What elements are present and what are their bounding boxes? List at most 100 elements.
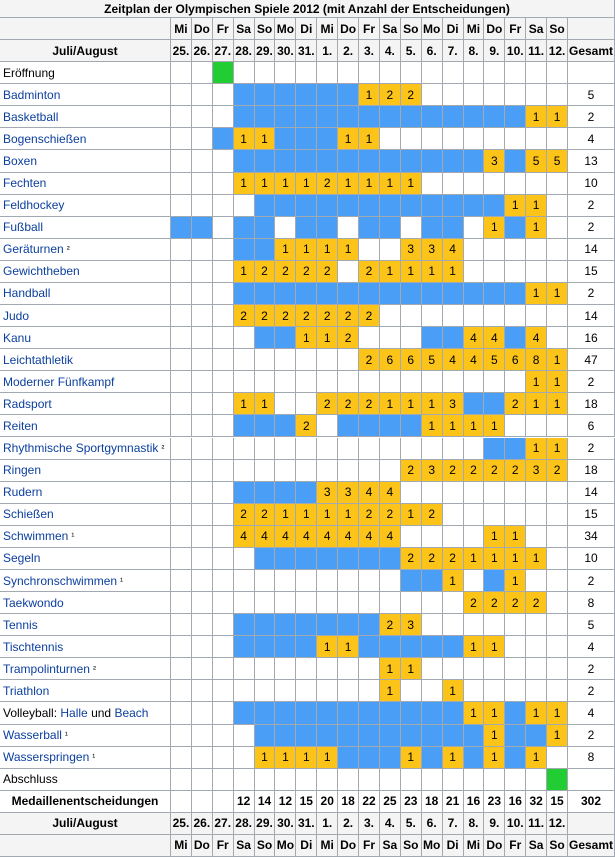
empty-cell xyxy=(171,525,192,548)
sport-link[interactable]: Trampolinturnen xyxy=(3,661,90,676)
competition-cell xyxy=(463,282,485,306)
sport-link[interactable]: Geräturnen xyxy=(3,242,64,257)
sport-link[interactable]: Synchronschwimmen xyxy=(3,573,118,588)
sport-link[interactable]: Tennis xyxy=(3,617,38,632)
final-cell: 1 xyxy=(484,525,506,548)
sport-label: Feldhockey xyxy=(0,194,171,217)
empty-cell xyxy=(171,62,192,85)
competition-cell xyxy=(254,106,276,129)
weekday: Do xyxy=(338,18,360,41)
final-cell: 2 xyxy=(421,503,443,526)
medal-count: 20 xyxy=(317,790,339,813)
competition-cell xyxy=(296,216,318,239)
medal-count: 18 xyxy=(421,790,443,813)
empty-cell xyxy=(191,349,213,372)
sport-link[interactable]: Wasserspringen xyxy=(3,750,90,765)
empty-cell xyxy=(254,459,276,482)
sport-link[interactable]: Fechten xyxy=(3,176,47,191)
empty-cell xyxy=(442,437,464,460)
empty-cell xyxy=(359,768,380,791)
sport-link[interactable]: Basketball xyxy=(3,109,59,124)
empty-cell xyxy=(526,680,548,703)
sport-link[interactable]: Schwimmen xyxy=(3,529,69,544)
competition-cell xyxy=(317,282,339,306)
final-cell: 1 xyxy=(338,172,360,195)
final-cell: 2 xyxy=(338,305,360,328)
empty-cell xyxy=(191,547,213,570)
sport-link[interactable]: Wasserball xyxy=(3,728,62,743)
sport-link[interactable]: Rhythmische Sportgymnastik xyxy=(3,441,159,456)
sport-link[interactable]: Kanu xyxy=(3,330,32,345)
sport-link[interactable]: Segeln xyxy=(3,551,41,566)
sport-label: Segeln xyxy=(0,547,171,570)
row-total xyxy=(568,768,615,791)
sport-link[interactable]: Bogenschießen xyxy=(3,131,87,146)
sport-link[interactable]: Handball xyxy=(3,286,51,301)
competition-cell xyxy=(233,702,255,725)
sport-link[interactable]: Tischtennis xyxy=(3,639,64,654)
competition-cell xyxy=(338,702,360,725)
empty-cell xyxy=(505,768,527,791)
final-cell: 1 xyxy=(526,746,548,769)
sport-link[interactable]: Judo xyxy=(3,308,30,323)
empty-cell xyxy=(359,592,380,615)
empty-cell xyxy=(463,238,485,261)
weekday: Mo xyxy=(275,18,297,41)
day: 31. xyxy=(296,812,318,835)
sport-link[interactable]: Feldhockey xyxy=(3,198,65,213)
sport-link[interactable]: Beach xyxy=(114,705,149,720)
empty-cell xyxy=(547,614,568,637)
weekday: Sa xyxy=(379,18,401,41)
empty-cell xyxy=(400,768,422,791)
final-cell: 2 xyxy=(359,393,380,416)
empty-cell xyxy=(171,150,192,173)
sport-link[interactable]: Leichtathletik xyxy=(3,352,74,367)
day: 27. xyxy=(212,40,234,63)
sport-link[interactable]: Halle xyxy=(60,705,88,720)
empty-cell xyxy=(484,503,506,526)
final-cell: 1 xyxy=(442,680,464,703)
final-cell: 2 xyxy=(400,547,422,570)
sport-link[interactable]: Taekwondo xyxy=(3,595,64,610)
sport-link[interactable]: Schießen xyxy=(3,507,54,522)
final-cell: 4 xyxy=(296,525,318,548)
competition-cell xyxy=(400,194,422,217)
day: 12. xyxy=(547,812,568,835)
competition-cell xyxy=(359,746,380,769)
competition-cell xyxy=(233,150,255,173)
final-cell: 2 xyxy=(233,503,255,526)
competition-cell xyxy=(317,614,339,637)
sport-link[interactable]: Rudern xyxy=(3,485,43,500)
sport-link[interactable]: Fußball xyxy=(3,220,44,235)
sport-link[interactable]: Badminton xyxy=(3,87,61,102)
row-total: 5 xyxy=(568,84,615,107)
competition-cell xyxy=(212,128,234,151)
competition-cell xyxy=(505,216,527,239)
empty-cell xyxy=(275,680,297,703)
empty-cell xyxy=(212,349,234,372)
sport-link[interactable]: Triathlon xyxy=(3,683,50,698)
empty-cell xyxy=(547,636,568,659)
empty-cell xyxy=(233,459,255,482)
sport-link[interactable]: Radsport xyxy=(3,396,52,411)
sport-link[interactable]: Gewichtheben xyxy=(3,264,80,279)
sport-link[interactable]: Ringen xyxy=(3,463,42,478)
sport-label: Boxen xyxy=(0,150,171,173)
competition-cell xyxy=(505,150,527,173)
empty-cell xyxy=(212,525,234,548)
empty-cell xyxy=(275,437,297,460)
row-total: 4 xyxy=(568,636,615,659)
sport-link[interactable]: Reiten xyxy=(3,418,38,433)
label-text: Volleyball: xyxy=(3,705,61,720)
sport-link[interactable]: Boxen xyxy=(3,154,38,168)
competition-cell xyxy=(400,150,422,173)
footnote-mark: ¹ xyxy=(120,575,124,586)
sport-link[interactable]: Moderner Fünfkampf xyxy=(3,374,115,389)
row-total: 2 xyxy=(568,216,615,239)
competition-cell xyxy=(359,194,380,217)
final-cell: 2 xyxy=(317,305,339,328)
final-cell: 1 xyxy=(484,746,506,769)
competition-cell xyxy=(254,282,276,306)
empty-cell xyxy=(421,768,443,791)
final-cell: 2 xyxy=(359,260,380,283)
